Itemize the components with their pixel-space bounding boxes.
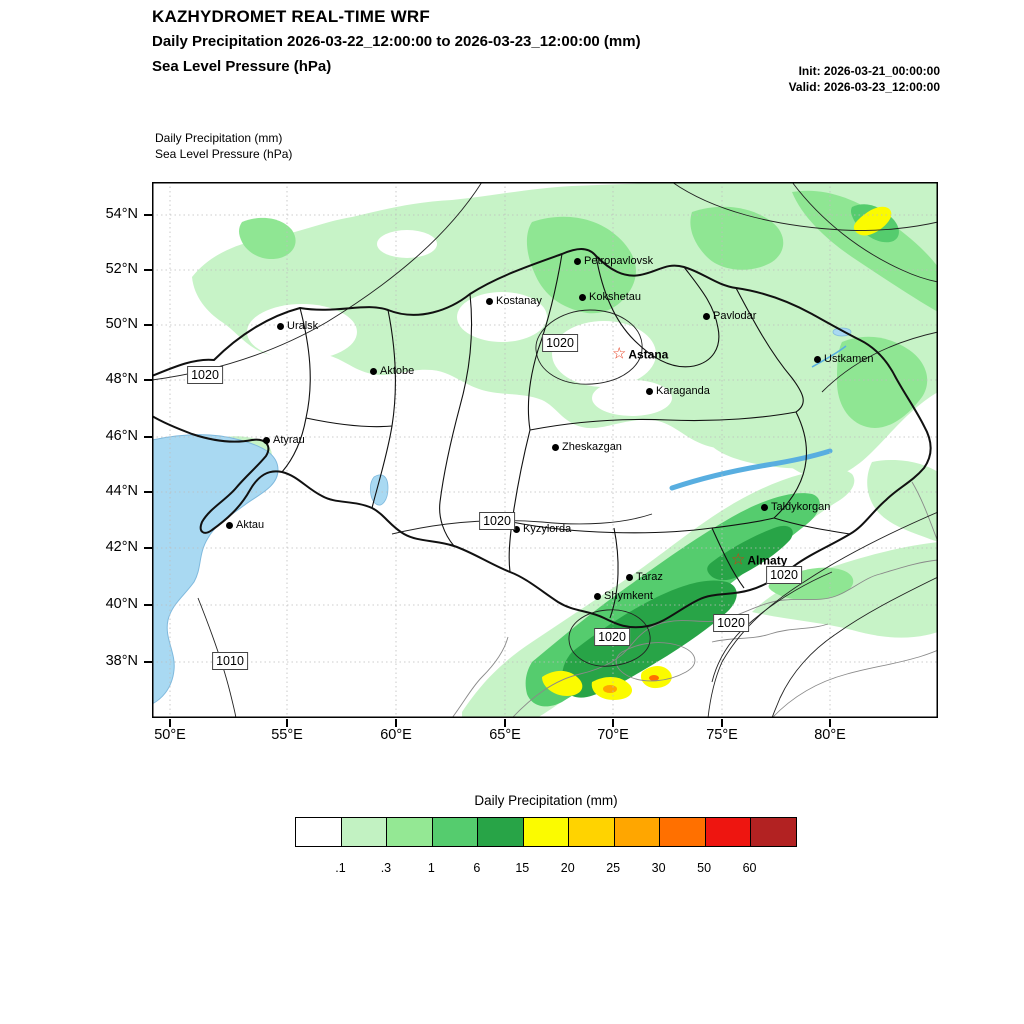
y-axis-label: 48°N bbox=[105, 371, 138, 387]
y-axis-tick bbox=[144, 379, 152, 381]
precip-range-line: Daily Precipitation 2026-03-22_12:00:00 … bbox=[152, 33, 641, 50]
precipitation-colorbar bbox=[295, 817, 797, 847]
colorbar-cell bbox=[523, 818, 570, 846]
y-axis-tick bbox=[144, 436, 152, 438]
y-axis-tick bbox=[144, 604, 152, 606]
x-axis-label: 55°E bbox=[271, 727, 303, 743]
y-axis-label: 40°N bbox=[105, 596, 138, 612]
y-axis-label: 52°N bbox=[105, 261, 138, 277]
y-axis-label: 46°N bbox=[105, 428, 138, 444]
neighbor-country-borders bbox=[451, 481, 939, 719]
x-axis-tick bbox=[169, 719, 171, 727]
product-title: KAZHYDROMET REAL-TIME WRF bbox=[152, 7, 430, 26]
colorbar-tick-label: 25 bbox=[606, 861, 621, 875]
colorbar-tick-label: .1 bbox=[335, 861, 346, 875]
x-axis-label: 60°E bbox=[380, 727, 412, 743]
plot-legend: Daily Precipitation (mm) Sea Level Press… bbox=[155, 130, 292, 162]
map-frame-border bbox=[152, 182, 938, 718]
irtysh-river bbox=[811, 345, 847, 368]
lake-balkhash bbox=[669, 448, 833, 491]
x-axis-tick bbox=[395, 719, 397, 727]
colorbar-cell bbox=[705, 818, 752, 846]
pressure-line: Sea Level Pressure (hPa) bbox=[152, 58, 332, 75]
y-axis-label: 38°N bbox=[105, 653, 138, 669]
colorbar-cell bbox=[387, 818, 433, 846]
colorbar-cell bbox=[341, 818, 388, 846]
colorbar-cell bbox=[432, 818, 479, 846]
colorbar-title: Daily Precipitation (mm) bbox=[474, 793, 618, 808]
y-axis-tick bbox=[144, 324, 152, 326]
init-valid-block: Init: 2026-03-21_00:00:00 Valid: 2026-03… bbox=[640, 63, 940, 95]
water-bodies bbox=[151, 327, 852, 705]
init-time: Init: 2026-03-21_00:00:00 bbox=[798, 64, 940, 78]
colorbar-tick-label: 50 bbox=[697, 861, 712, 875]
x-axis-label: 50°E bbox=[154, 727, 186, 743]
x-axis-label: 75°E bbox=[706, 727, 738, 743]
y-axis-label: 54°N bbox=[105, 206, 138, 222]
colorbar-cell bbox=[296, 818, 342, 846]
y-axis-label: 42°N bbox=[105, 539, 138, 555]
colorbar-tick-label: 20 bbox=[560, 861, 575, 875]
colorbar-cell bbox=[614, 818, 661, 846]
colorbar-tick-label: 60 bbox=[742, 861, 757, 875]
precipitation-shading bbox=[192, 182, 938, 718]
x-axis-tick bbox=[612, 719, 614, 727]
colorbar-tick-label: 15 bbox=[515, 861, 530, 875]
colorbar-cell bbox=[478, 818, 524, 846]
y-axis-tick bbox=[144, 491, 152, 493]
legend-pressure-line: Sea Level Pressure (hPa) bbox=[155, 147, 293, 161]
colorbar-tick-label: 1 bbox=[427, 861, 435, 875]
x-axis-tick bbox=[286, 719, 288, 727]
x-axis-label: 65°E bbox=[489, 727, 521, 743]
y-axis-label: 50°N bbox=[105, 316, 138, 332]
y-axis-tick bbox=[144, 214, 152, 216]
map-plot-area bbox=[151, 181, 939, 719]
y-axis-tick bbox=[144, 547, 152, 549]
colorbar-cell bbox=[751, 818, 797, 846]
colorbar-tick-label: 30 bbox=[651, 861, 666, 875]
colorbar-tick-labels: .1 .3 1 6 15 20 25 30 50 60 bbox=[295, 861, 797, 877]
legend-precip-line: Daily Precipitation (mm) bbox=[155, 131, 283, 145]
colorbar-tick-label: 6 bbox=[473, 861, 481, 875]
x-axis-tick bbox=[721, 719, 723, 727]
colorbar-cell bbox=[660, 818, 706, 846]
colorbar-cell bbox=[569, 818, 615, 846]
x-axis-tick bbox=[504, 719, 506, 727]
y-axis-tick bbox=[144, 269, 152, 271]
y-axis-label: 44°N bbox=[105, 483, 138, 499]
x-axis-tick bbox=[829, 719, 831, 727]
x-axis-label: 80°E bbox=[814, 727, 846, 743]
colorbar-tick-label: .3 bbox=[380, 861, 392, 875]
x-axis-label: 70°E bbox=[597, 727, 629, 743]
oblast-borders bbox=[281, 253, 851, 619]
weather-map-canvas bbox=[151, 181, 939, 719]
caspian-sea bbox=[151, 434, 279, 705]
valid-time: Valid: 2026-03-23_12:00:00 bbox=[788, 80, 940, 94]
y-axis-tick bbox=[144, 661, 152, 663]
